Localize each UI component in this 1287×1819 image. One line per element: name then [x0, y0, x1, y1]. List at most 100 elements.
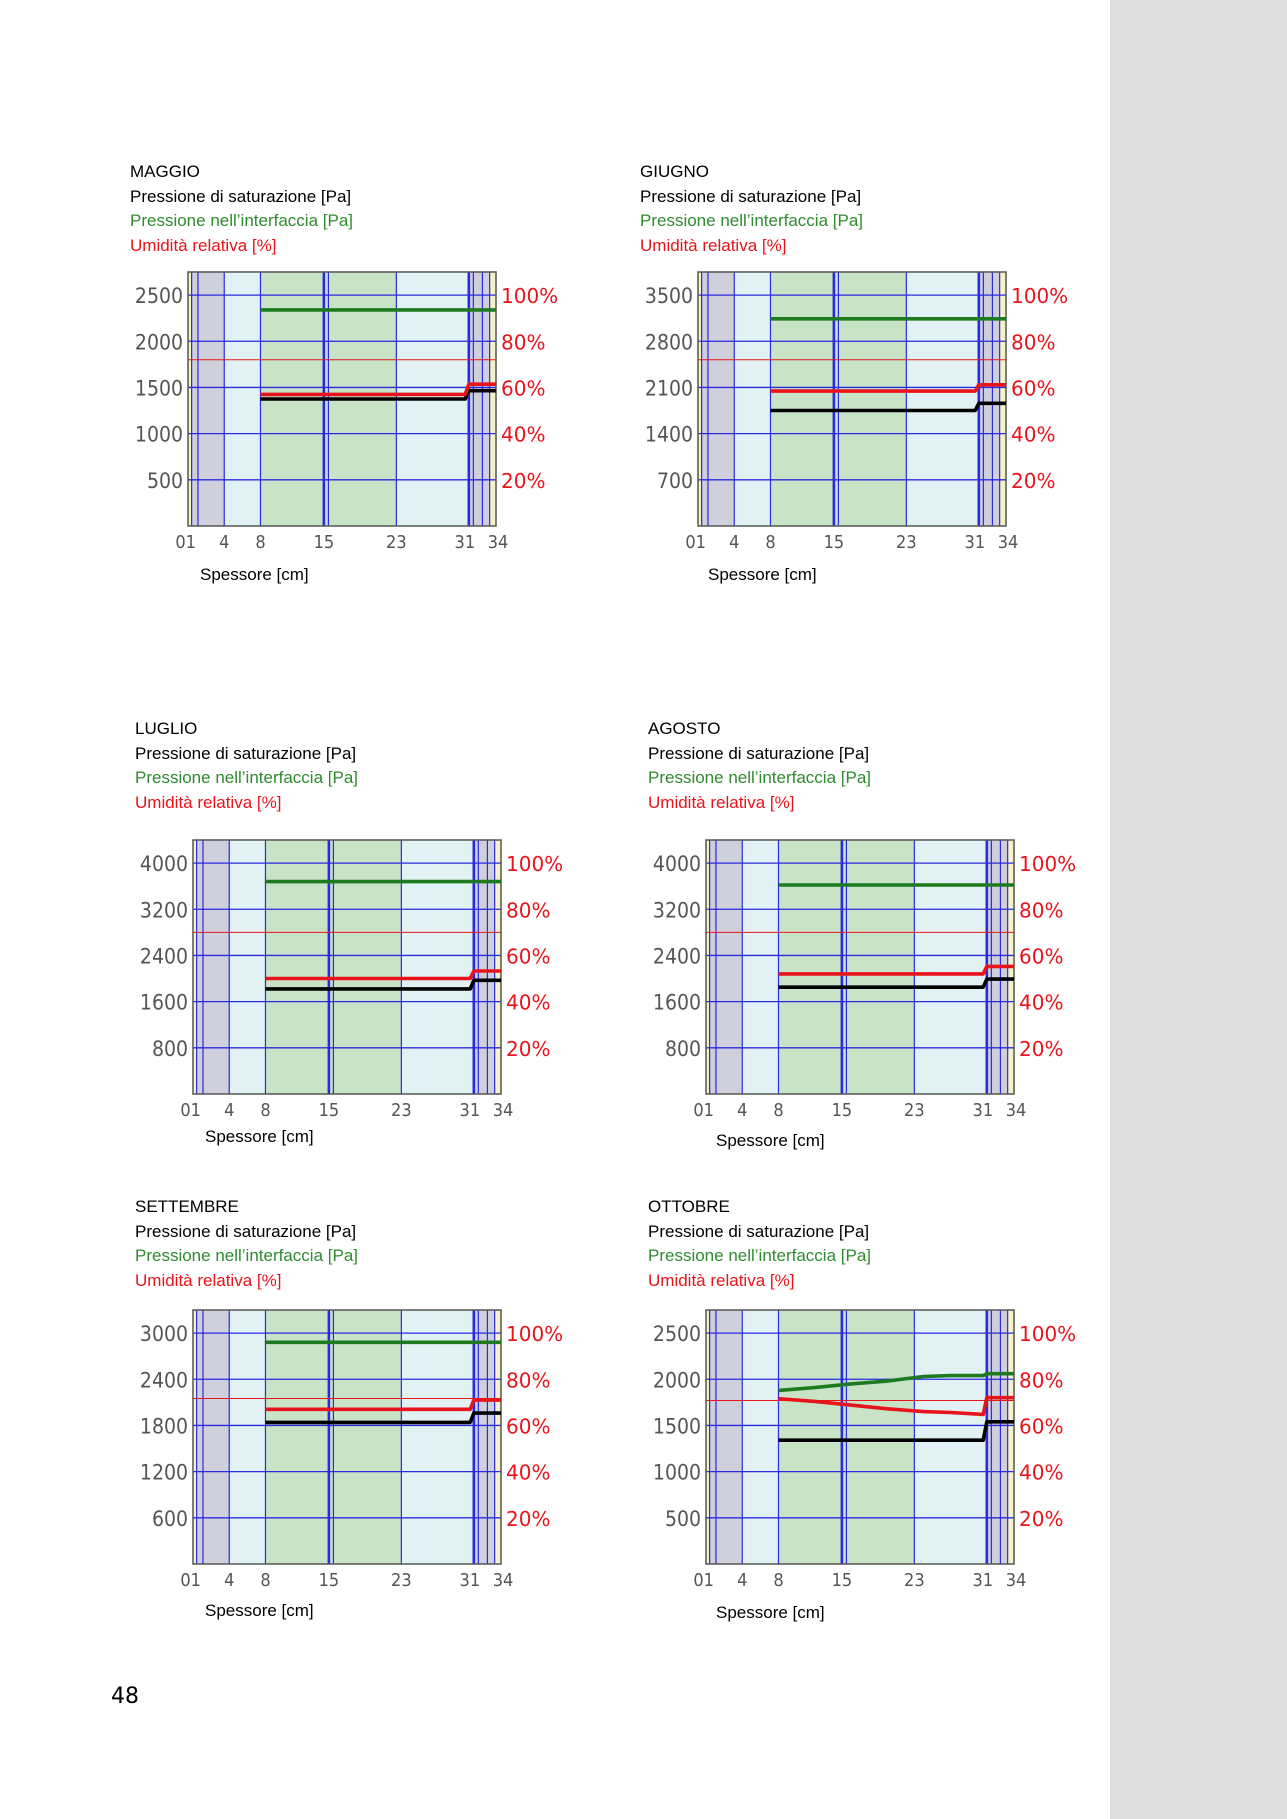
layer-band — [841, 1310, 915, 1564]
series-saturation-pressure — [778, 977, 1014, 989]
layer-band — [906, 272, 979, 526]
y-tick-label-right: 100% — [1019, 852, 1076, 876]
layer-band — [196, 840, 230, 1094]
y-tick-label-left: 4000 — [653, 852, 701, 876]
legend-saturation-pressure: Pressione di saturazione [Pa] — [130, 186, 352, 206]
chart-legend: AGOSTO Pressione di saturazione [Pa] Press… — [648, 717, 871, 815]
layer-band — [999, 272, 1006, 526]
x-tick-label: 4 — [219, 532, 229, 553]
x-tick-label: 23 — [391, 1570, 412, 1591]
chart-plot: 3000 100% 2400 80% 1800 60% 1200 40% 600 20% 01 4 8 1… — [140, 1309, 563, 1591]
legend-interface-pressure: Pressione nell’interfaccia [Pa] — [135, 1246, 359, 1265]
x-tick-label: 15 — [314, 532, 335, 553]
y-tick-label-left: 3200 — [653, 898, 701, 922]
chart-maggio: MAGGIO Pressione di saturazione [Pa] Press… — [130, 160, 600, 600]
x-tick-label: 34 — [493, 1570, 514, 1591]
chart-month-title: LUGLIO — [135, 719, 198, 738]
plot-frame — [192, 1309, 502, 1565]
x-tick-label: 8 — [260, 1100, 270, 1121]
series-relative-humidity — [265, 1398, 501, 1412]
layer-band — [401, 840, 474, 1094]
y-tick-label-left: 500 — [147, 469, 183, 493]
x-tick-label: 01 — [180, 1100, 201, 1121]
x-tick-label: 01 — [693, 1570, 714, 1591]
x-tick-label: 4 — [737, 1570, 747, 1591]
series-interface-pressure — [778, 1371, 1014, 1393]
plot-frame — [705, 1309, 1015, 1565]
x-axis-label: Spessore [cm] — [205, 1601, 314, 1620]
legend-interface-pressure: Pressione nell’interfaccia [Pa] — [648, 768, 872, 787]
layer-band — [265, 1310, 329, 1564]
chart-month-title: MAGGIO — [130, 162, 200, 181]
y-tick-label-right: 40% — [1019, 1461, 1063, 1485]
y-tick-label-right: 60% — [1019, 944, 1063, 968]
y-tick-label-left: 500 — [665, 1507, 701, 1531]
y-tick-label-right: 20% — [1019, 1507, 1063, 1531]
y-tick-label-left: 1500 — [135, 376, 183, 400]
chart-luglio: LUGLIO Pressione di saturazione [Pa] Press… — [135, 717, 605, 1157]
legend-saturation-pressure: Pressione di saturazione [Pa] — [648, 1221, 870, 1241]
y-tick-label-right: 100% — [506, 1322, 563, 1346]
series-relative-humidity — [770, 383, 1006, 393]
x-tick-label: 15 — [832, 1570, 853, 1591]
y-tick-label-left: 2400 — [653, 944, 701, 968]
legend-saturation-pressure: Pressione di saturazione [Pa] — [135, 1221, 357, 1241]
y-tick-label-left: 800 — [665, 1037, 701, 1061]
layer-band — [742, 1310, 779, 1564]
layer-band — [1007, 1310, 1014, 1564]
layer-band — [706, 840, 710, 1094]
legend-relative-humidity: Umidità relativa [%] — [648, 1270, 795, 1290]
x-tick-label: 34 — [998, 532, 1019, 553]
y-tick-label-left: 1400 — [645, 423, 693, 447]
layer-band — [709, 1310, 743, 1564]
x-axis-label: Spessore [cm] — [205, 1127, 314, 1146]
layer-band — [473, 1310, 495, 1564]
series-saturation-pressure — [260, 388, 496, 401]
y-tick-label-right: 60% — [501, 376, 545, 400]
layer-band — [494, 840, 501, 1094]
x-tick-label: 23 — [904, 1100, 925, 1121]
legend-saturation-pressure: Pressione di saturazione [Pa] — [648, 743, 870, 763]
series-saturation-pressure — [778, 1420, 1014, 1442]
legend-interface-pressure: Pressione nell’interfaccia [Pa] — [640, 211, 864, 230]
chart-legend: OTTOBRE Pressione di saturazione [Pa] Pres… — [648, 1195, 871, 1293]
chart-plot: 3500 100% 2800 80% 2100 60% 1400 40% 700 20% 01 4 8 1… — [645, 271, 1068, 553]
y-tick-label-left: 2500 — [653, 1322, 701, 1346]
y-tick-label-left: 1800 — [140, 1414, 188, 1438]
x-tick-label: 8 — [773, 1570, 783, 1591]
chart-settembre: SETTEMBRE Pressione di saturazione [Pa] Pr… — [135, 1195, 605, 1635]
y-tick-label-left: 1500 — [653, 1414, 701, 1438]
x-tick-label: 8 — [255, 532, 265, 553]
legend-interface-pressure: Pressione nell’interfaccia [Pa] — [135, 768, 359, 787]
chart-legend: MAGGIO Pressione di saturazione [Pa] Press… — [130, 160, 353, 258]
layer-band — [265, 840, 329, 1094]
x-tick-label: 31 — [965, 532, 986, 553]
y-tick-label-right: 20% — [506, 1507, 550, 1531]
x-tick-label: 15 — [319, 1100, 340, 1121]
plot-frame — [192, 839, 502, 1095]
chart-month-title: OTTOBRE — [648, 1197, 730, 1216]
layer-band — [328, 840, 402, 1094]
chart-agosto: AGOSTO Pressione di saturazione [Pa] Press… — [648, 717, 1118, 1157]
y-tick-label-left: 2800 — [645, 330, 693, 354]
y-tick-label-right: 40% — [506, 1461, 550, 1485]
y-tick-label-left: 2400 — [140, 944, 188, 968]
y-tick-label-right: 80% — [1011, 330, 1055, 354]
legend-interface-pressure: Pressione nell’interfaccia [Pa] — [648, 1246, 872, 1265]
layer-band — [196, 1310, 230, 1564]
layer-band — [770, 272, 834, 526]
y-tick-label-left: 2400 — [140, 1368, 188, 1392]
x-tick-label: 4 — [737, 1100, 747, 1121]
layer-band — [701, 272, 735, 526]
layer-band — [706, 1310, 710, 1564]
chart-plot: 4000 100% 3200 80% 2400 60% 1600 40% 800 20% 01 4 8 1… — [140, 839, 563, 1121]
layer-band — [473, 840, 495, 1094]
layer-band — [193, 1310, 197, 1564]
series-saturation-pressure — [770, 401, 1006, 413]
chart-ottobre: OTTOBRE Pressione di saturazione [Pa] Pres… — [648, 1195, 1118, 1635]
layer-band — [489, 272, 496, 526]
series-relative-humidity — [778, 964, 1014, 976]
x-tick-label: 4 — [224, 1570, 234, 1591]
y-tick-label-left: 1200 — [140, 1461, 188, 1485]
layer-band — [224, 272, 261, 526]
